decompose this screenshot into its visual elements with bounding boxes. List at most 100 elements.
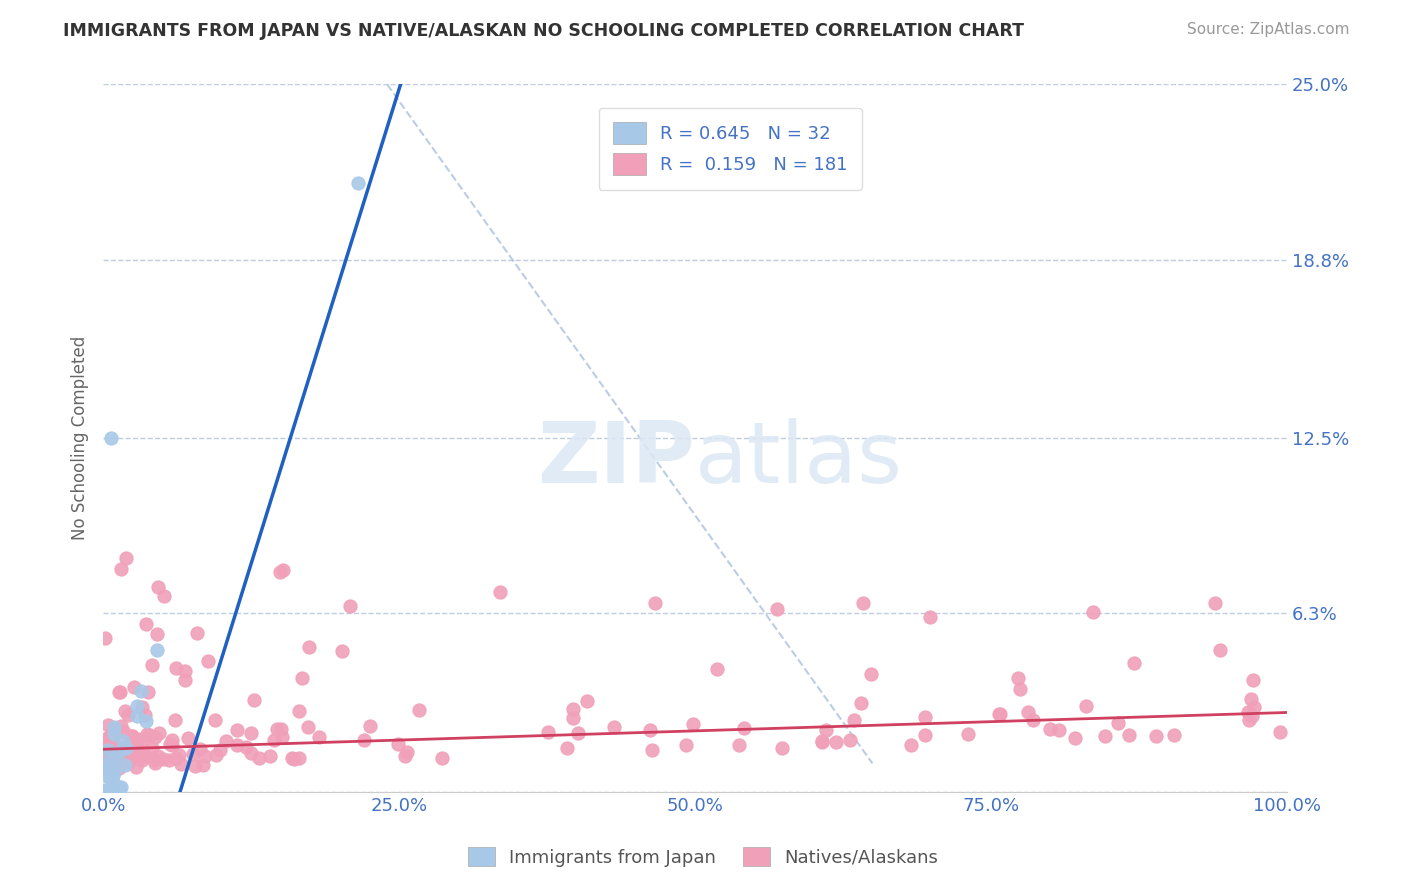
Point: [142, 753, 165, 767]
Point: [765, 602, 787, 616]
Point: [772, 740, 794, 755]
Point: [339, 599, 361, 614]
Point: [163, 713, 186, 727]
Point: [1237, 705, 1260, 719]
Point: [838, 733, 860, 747]
Point: [1081, 606, 1104, 620]
Point: [125, 760, 148, 774]
Point: [93, 737, 115, 751]
Point: [488, 585, 510, 599]
Point: [127, 731, 149, 746]
Point: [330, 644, 353, 658]
Point: [243, 693, 266, 707]
Point: [1118, 728, 1140, 742]
Point: [184, 759, 207, 773]
Point: [204, 747, 226, 762]
Point: [852, 595, 875, 609]
Point: [165, 661, 187, 675]
Point: [115, 740, 138, 755]
Point: [291, 671, 314, 685]
Point: [1010, 681, 1032, 696]
Point: [148, 726, 170, 740]
Point: [162, 738, 184, 752]
Point: [121, 730, 143, 744]
Point: [682, 717, 704, 731]
Point: [94, 737, 117, 751]
Point: [1241, 673, 1264, 688]
Point: [105, 782, 128, 797]
Point: [100, 772, 122, 786]
Point: [298, 640, 321, 654]
Point: [96, 759, 118, 773]
Point: [96, 769, 118, 783]
Point: [1022, 713, 1045, 727]
Point: [118, 738, 141, 752]
Point: [562, 702, 585, 716]
Text: atlas: atlas: [695, 417, 903, 500]
Point: [98, 731, 121, 746]
Point: [1017, 706, 1039, 720]
Point: [135, 616, 157, 631]
Point: [103, 755, 125, 769]
Point: [134, 748, 156, 763]
Point: [118, 753, 141, 767]
Point: [181, 747, 204, 761]
Point: [100, 431, 122, 445]
Point: [920, 609, 942, 624]
Point: [93, 785, 115, 799]
Point: [110, 780, 132, 794]
Point: [135, 714, 157, 728]
Text: Source: ZipAtlas.com: Source: ZipAtlas.com: [1187, 22, 1350, 37]
Y-axis label: No Schooling Completed: No Schooling Completed: [72, 336, 89, 541]
Point: [990, 707, 1012, 722]
Point: [146, 580, 169, 594]
Point: [1268, 725, 1291, 739]
Point: [103, 734, 125, 748]
Point: [167, 748, 190, 763]
Legend: R = 0.645   N = 32, R =  0.159   N = 181: R = 0.645 N = 32, R = 0.159 N = 181: [599, 108, 862, 190]
Point: [129, 684, 152, 698]
Point: [143, 731, 166, 745]
Point: [561, 711, 583, 725]
Point: [131, 700, 153, 714]
Point: [1240, 708, 1263, 723]
Point: [96, 751, 118, 765]
Point: [271, 730, 294, 744]
Point: [94, 744, 117, 758]
Point: [141, 657, 163, 672]
Point: [288, 704, 311, 718]
Point: [266, 722, 288, 736]
Point: [851, 696, 873, 710]
Point: [844, 714, 866, 728]
Point: [129, 750, 152, 764]
Point: [675, 739, 697, 753]
Point: [107, 685, 129, 699]
Point: [281, 750, 304, 764]
Point: [225, 739, 247, 753]
Point: [269, 565, 291, 579]
Point: [240, 726, 263, 740]
Point: [103, 720, 125, 734]
Point: [197, 654, 219, 668]
Point: [170, 757, 193, 772]
Point: [93, 759, 115, 773]
Point: [93, 782, 115, 797]
Point: [157, 754, 180, 768]
Point: [131, 753, 153, 767]
Point: [125, 747, 148, 761]
Point: [208, 743, 231, 757]
Legend: Immigrants from Japan, Natives/Alaskans: Immigrants from Japan, Natives/Alaskans: [460, 840, 946, 874]
Point: [1144, 729, 1167, 743]
Point: [97, 743, 120, 757]
Point: [101, 752, 124, 766]
Point: [124, 738, 146, 752]
Point: [111, 733, 134, 747]
Point: [186, 626, 208, 640]
Point: [97, 759, 120, 773]
Point: [536, 725, 558, 739]
Point: [733, 722, 755, 736]
Point: [387, 737, 409, 751]
Point: [162, 733, 184, 747]
Point: [101, 736, 124, 750]
Point: [114, 705, 136, 719]
